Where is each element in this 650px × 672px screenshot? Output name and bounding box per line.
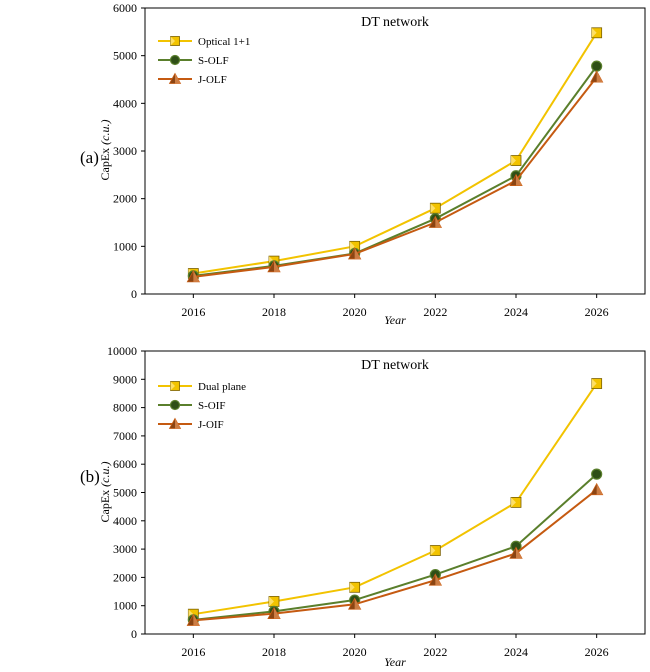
data-point-shade — [193, 614, 200, 626]
legend-entry: S-OLF — [198, 55, 229, 67]
y-tick-label: 0 — [131, 627, 137, 641]
data-point-shade — [274, 607, 280, 619]
series-line — [193, 488, 598, 622]
data-point-shade — [349, 241, 355, 252]
legend-entry: Dual plane — [198, 381, 246, 393]
data-point-shade — [430, 545, 436, 556]
y-tick-label: 2000 — [113, 192, 137, 206]
legend-marker — [169, 54, 181, 66]
data-point-shade — [349, 582, 355, 593]
y-tick-label: 10000 — [107, 344, 137, 358]
legend-marker-shade — [170, 381, 175, 391]
legend-marker-shade — [170, 36, 175, 46]
data-point-shade — [511, 497, 516, 508]
x-tick-label: 2018 — [262, 645, 286, 659]
y-tick-label: 5000 — [113, 486, 137, 500]
legend-entry: S-OIF — [198, 400, 226, 412]
x-tick-label: 2022 — [423, 305, 447, 319]
legend-entry: J-OIF — [198, 419, 224, 431]
legend-marker-shade — [175, 73, 181, 84]
y-tick-label: 0 — [131, 287, 137, 301]
series-line — [193, 32, 598, 275]
x-tick-label: 2016 — [181, 305, 205, 319]
y-axis-label: CapEx (c.u.) — [98, 120, 112, 181]
series-line — [193, 76, 598, 278]
data-point-shade — [596, 483, 603, 495]
y-tick-label: 7000 — [113, 429, 137, 443]
y-tick-label: 4000 — [113, 96, 137, 110]
data-point-shade — [274, 260, 280, 272]
x-tick-label: 2018 — [262, 305, 286, 319]
y-tick-label: 4000 — [113, 514, 137, 528]
data-point — [591, 60, 603, 72]
series-3 — [186, 70, 604, 283]
y-axis-label-main: CapEx — [98, 487, 112, 523]
legend: Optical 1+1 S-OLF J-OLF — [158, 36, 250, 86]
data-point-shade — [435, 574, 442, 586]
series-3 — [186, 482, 604, 626]
series-line — [193, 65, 598, 277]
x-tick-label: 2020 — [343, 305, 367, 319]
x-tick-label: 2024 — [504, 645, 528, 659]
chart-panel-1: (a) DT network 0 1000 2000 3000 4000 5000 6000 20… — [80, 1, 646, 327]
x-tick-label: 2026 — [585, 645, 609, 659]
data-point-shade — [269, 596, 274, 607]
data-point — [591, 468, 603, 480]
x-tick-label: 2024 — [504, 305, 528, 319]
plot-area — [144, 7, 646, 295]
y-tick-label: 5000 — [113, 49, 137, 63]
data-point-shade — [435, 216, 442, 228]
data-point-shade — [193, 270, 200, 282]
data-point-shade — [354, 598, 361, 610]
data-point-shade — [591, 27, 597, 38]
legend-entry: J-OLF — [198, 74, 227, 86]
data-point-shade — [511, 155, 516, 166]
chart-title: DT network — [361, 15, 429, 30]
series-2 — [187, 468, 603, 626]
legend-marker-shade — [175, 418, 181, 429]
y-axis-label-unit: (c.u.) — [98, 462, 112, 487]
x-axis-label: Year — [384, 655, 406, 669]
data-point-shade — [596, 71, 603, 83]
y-tick-label: 8000 — [113, 401, 137, 415]
data-point-shade — [591, 378, 597, 389]
y-tick-label: 6000 — [113, 457, 137, 471]
data-point-shade — [354, 247, 361, 259]
series-1 — [187, 378, 603, 620]
y-tick-label: 3000 — [113, 542, 137, 556]
x-tick-label: 2022 — [423, 645, 447, 659]
legend: Dual plane S-OIF J-OIF — [158, 381, 246, 431]
y-tick-label: 2000 — [113, 570, 137, 584]
y-tick-label: 1000 — [113, 599, 137, 613]
data-point-shade — [430, 203, 436, 214]
x-tick-label: 2016 — [181, 645, 205, 659]
series-1 — [187, 27, 603, 279]
panel-label: (b) — [80, 467, 100, 486]
y-tick-label: 1000 — [113, 239, 137, 253]
chart-panel-2: (b) DT network 0 1000 2000 3000 4000 5000 6000 70… — [80, 344, 646, 669]
y-tick-label: 3000 — [113, 144, 137, 158]
y-tick-label: 6000 — [113, 1, 137, 15]
y-axis-label-main: CapEx — [98, 145, 112, 181]
panel-label: (a) — [80, 148, 99, 167]
x-tick-label: 2020 — [343, 645, 367, 659]
chart-title: DT network — [361, 358, 429, 373]
series-2 — [187, 60, 603, 282]
series-line — [193, 473, 598, 621]
data-point-shade — [516, 174, 522, 186]
x-axis-label: Year — [384, 313, 406, 327]
legend-marker — [169, 399, 181, 411]
y-axis-label-unit: (c.u.) — [98, 120, 112, 145]
y-axis-label: CapEx (c.u.) — [98, 462, 112, 523]
legend-entry: Optical 1+1 — [198, 36, 250, 48]
x-tick-label: 2026 — [585, 305, 609, 319]
y-tick-label: 9000 — [113, 372, 137, 386]
data-point-shade — [516, 547, 522, 559]
series-line — [193, 382, 598, 616]
